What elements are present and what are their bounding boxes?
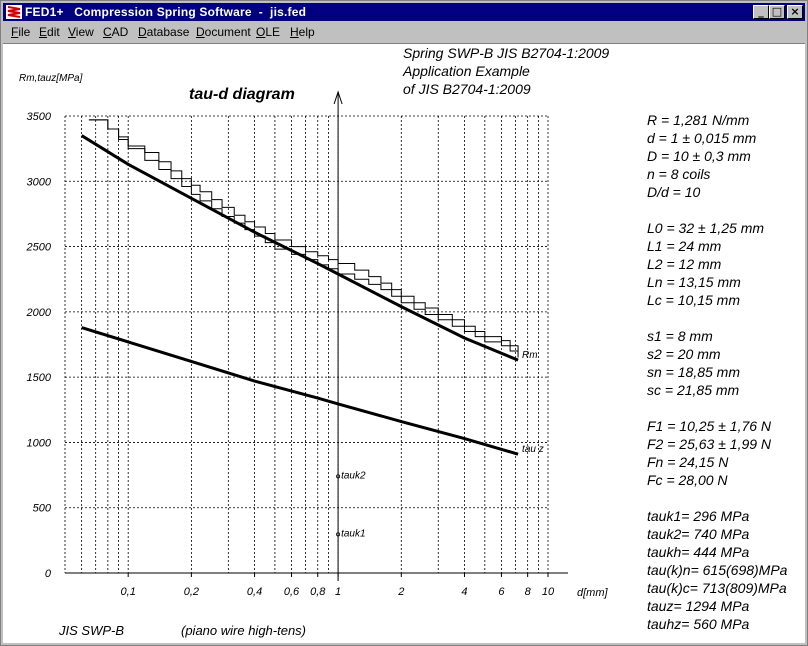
chart-title: tau-d diagram	[189, 86, 295, 103]
rm-lower-steps	[88, 119, 519, 358]
window-title: FED1+ Compression Spring Software - jis.…	[25, 5, 307, 19]
spring-header-line2: Application Example	[402, 63, 530, 79]
result-line: tau(k)c= 713(809)MPa	[647, 580, 787, 596]
rm-upper-steps	[88, 119, 519, 352]
tau-d-chart: 3500 3000 2500 2000 1500 1000 500 0 0,1 0,2 0,4 0,6…	[19, 45, 788, 638]
result-line: s2 = 20 mm	[647, 346, 721, 362]
result-line: Lc = 10,15 mm	[647, 292, 740, 308]
spring-header-line3: of JIS B2704-1:2009	[403, 81, 531, 97]
result-line: Fc = 28,00 N	[647, 472, 728, 488]
result-line: s1 = 8 mm	[647, 328, 713, 344]
y-tick-label: 3000	[27, 176, 52, 188]
x-tick-label: 0,1	[121, 586, 136, 598]
tauk1-label: tauk1	[341, 528, 365, 539]
result-line: tauhz= 560 MPa	[647, 616, 750, 632]
y-tick-label: 3500	[27, 111, 52, 123]
result-line: F1 = 10,25 ± 1,76 N	[647, 418, 772, 434]
tauk1-point	[336, 532, 341, 537]
tauk2-point	[336, 474, 341, 479]
result-line: D/d = 10	[647, 184, 701, 200]
menu-ole[interactable]: OLE	[256, 25, 281, 39]
result-line: sn = 18,85 mm	[647, 364, 740, 380]
maximize-button[interactable]: □	[769, 5, 785, 19]
y-tick-label: 2000	[26, 307, 52, 319]
rm-series-label: Rm	[522, 350, 538, 361]
tauz-line	[81, 326, 519, 456]
y-tick-label: 2500	[26, 242, 52, 254]
spring-app-icon	[6, 5, 22, 19]
y-tick-label: 500	[33, 503, 52, 515]
tick-labels: 3500 3000 2500 2000 1500 1000 500 0 0,1 0,2 0,4 0,6…	[26, 111, 555, 598]
result-line: taukh= 444 MPa	[647, 544, 750, 560]
y-tick-label: 1500	[27, 372, 52, 384]
y-tick-label: 1000	[27, 437, 52, 449]
x-tick-label: 2	[397, 586, 404, 598]
result-line: tauk1= 296 MPa	[647, 508, 750, 524]
menu-bar: File Edit View CAD Database Document OLE…	[3, 22, 805, 42]
grid	[64, 115, 549, 573]
spring-header-line1: Spring SWP-B JIS B2704-1:2009	[403, 45, 609, 61]
result-line: tauz= 1294 MPa	[647, 598, 750, 614]
arrow-up-icon	[333, 90, 343, 105]
menu-document[interactable]: Document	[196, 25, 251, 39]
x-tick-label: 0,8	[310, 586, 326, 598]
result-line: n = 8 coils	[647, 166, 710, 182]
y-tick-label: 0	[45, 568, 52, 580]
result-line: R = 1,281 N/mm	[647, 112, 750, 128]
tauk2-label: tauk2	[341, 470, 366, 481]
close-button[interactable]: ×	[787, 5, 803, 19]
result-line: sc = 21,85 mm	[647, 382, 740, 398]
menu-help[interactable]: Help	[290, 25, 315, 39]
x-tick-label: 6	[498, 586, 505, 598]
x-axis-label: d[mm]	[577, 587, 609, 599]
series-group: Rm tau z tauk1 tauk2	[80, 119, 544, 539]
material-description: (piano wire high-tens)	[181, 623, 306, 638]
y-axis-label: Rm,tauz[MPa]	[19, 73, 83, 84]
result-line: L0 = 32 ± 1,25 mm	[647, 220, 764, 236]
result-line: Ln = 13,15 mm	[647, 274, 741, 290]
result-line: Fn = 24,15 N	[647, 454, 729, 470]
rm-line	[80, 134, 519, 362]
result-line: L2 = 12 mm	[647, 256, 722, 272]
menu-cad[interactable]: CAD	[103, 25, 129, 39]
result-line: L1 = 24 mm	[647, 238, 722, 254]
result-line: D = 10 ± 0,3 mm	[647, 148, 751, 164]
menu-edit[interactable]: Edit	[39, 25, 60, 39]
result-line: F2 = 25,63 ± 1,99 N	[647, 436, 772, 452]
minimize-button[interactable]: _	[753, 5, 769, 19]
result-line: tau(k)n= 615(698)MPa	[647, 562, 788, 578]
x-tick-label: 0,2	[184, 586, 199, 598]
result-line: tauk2= 740 MPa	[647, 526, 750, 542]
results-panel: R = 1,281 N/mm d = 1 ± 0,015 mm D = 10 ± 0…	[647, 112, 788, 632]
x-tick-label: 10	[542, 586, 555, 598]
title-bar[interactable]: FED1+ Compression Spring Software - jis.…	[3, 3, 805, 21]
tauz-series-label: tau z	[522, 444, 544, 455]
axes	[65, 90, 568, 581]
x-tick-label: 1	[335, 586, 341, 598]
material-label: JIS SWP-B	[58, 623, 124, 638]
result-line: d = 1 ± 0,015 mm	[647, 130, 757, 146]
x-tick-label: 8	[525, 586, 532, 598]
x-tick-label: 0,4	[247, 586, 262, 598]
menu-view[interactable]: View	[68, 25, 94, 39]
diagram-area: 3500 3000 2500 2000 1500 1000 500 0 0,1 0,2 0,4 0,6…	[3, 43, 805, 643]
x-tick-label: 4	[461, 586, 467, 598]
menu-database[interactable]: Database	[138, 25, 190, 39]
menu-file[interactable]: File	[11, 25, 31, 39]
x-tick-label: 0,6	[284, 586, 300, 598]
